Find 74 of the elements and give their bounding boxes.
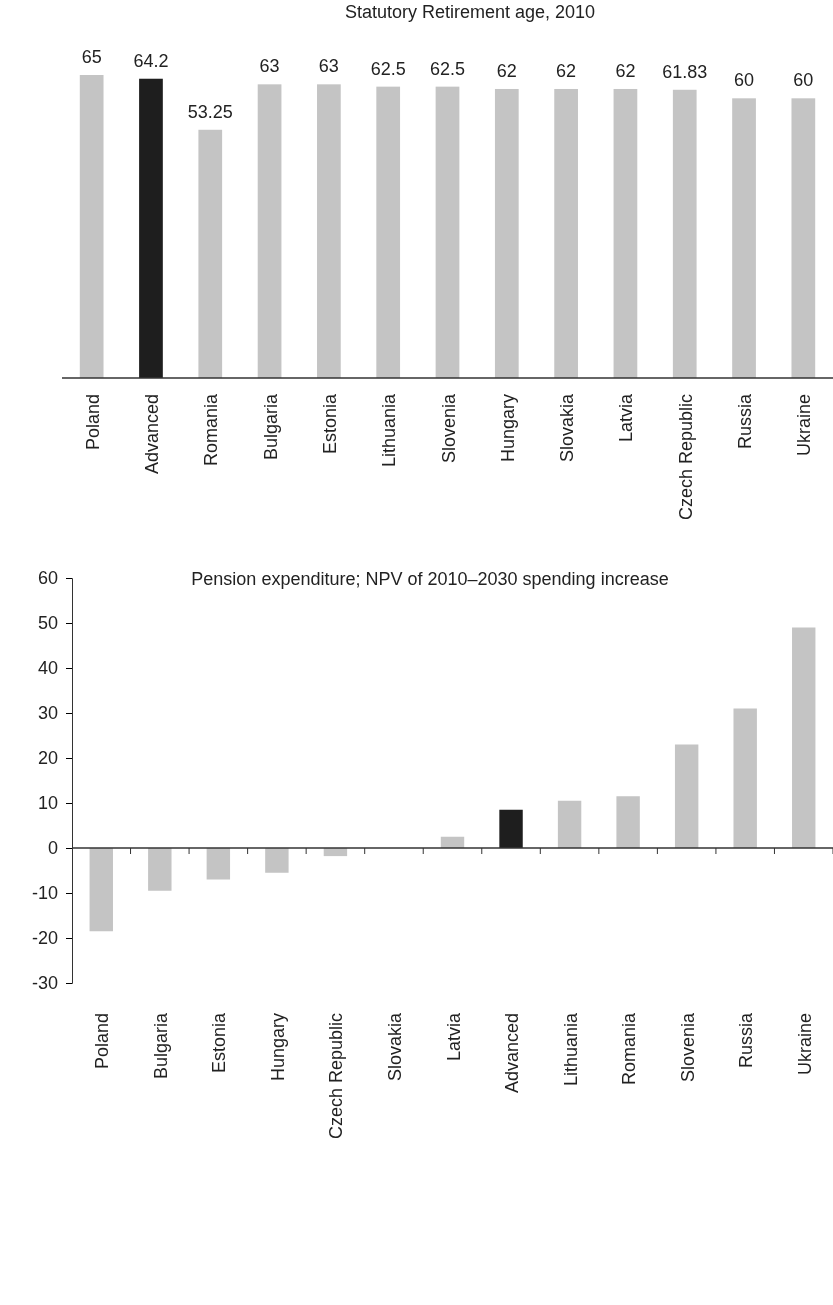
x-tick-label: Advanced xyxy=(502,1013,523,1094)
data-label: 64.2 xyxy=(133,50,169,71)
x-tick-label: Romania xyxy=(201,393,222,467)
data-label: 62.5 xyxy=(370,58,406,79)
bar xyxy=(89,848,113,932)
data-label: 63 xyxy=(318,56,339,77)
chart-title: Statutory Retirement age, 2010 xyxy=(344,2,596,22)
x-tick-label: Lithuania xyxy=(379,393,400,468)
bar xyxy=(139,78,163,378)
y-tick-label: -30 xyxy=(31,973,58,994)
y-tick-label: 10 xyxy=(37,793,58,814)
x-tick-label: Czech Republic xyxy=(326,1013,347,1140)
bar xyxy=(557,800,582,848)
x-tick-label: Russia xyxy=(736,1012,757,1069)
x-tick-label: Hungary xyxy=(497,394,518,463)
bar xyxy=(616,796,640,848)
x-tick-label: Slovakia xyxy=(557,393,578,463)
y-tick-label: 40 xyxy=(37,658,58,679)
data-label: 63 xyxy=(259,56,280,77)
bar xyxy=(206,848,231,880)
bar xyxy=(674,744,699,848)
x-tick-label: Slovakia xyxy=(384,1012,405,1082)
y-tick-label: 50 xyxy=(37,613,58,634)
data-label: 62 xyxy=(496,60,517,81)
bar xyxy=(317,84,341,378)
bar xyxy=(376,86,401,378)
bar xyxy=(257,84,282,378)
bar xyxy=(733,708,757,848)
x-tick-label: Slovenia xyxy=(677,1012,698,1083)
x-tick-label: Czech Republic xyxy=(675,394,696,521)
x-tick-label: Bulgaria xyxy=(150,1012,171,1080)
y-tick-label: 30 xyxy=(37,703,58,724)
data-label: 62.5 xyxy=(429,58,466,79)
x-tick-label: Estonia xyxy=(319,393,340,455)
x-tick-label: Poland xyxy=(92,1013,113,1070)
x-tick-label: Ukraine xyxy=(794,394,815,457)
y-tick-label: 60 xyxy=(37,568,58,589)
data-label: 53.25 xyxy=(187,101,233,122)
y-tick-label: 0 xyxy=(47,838,58,859)
bar xyxy=(494,88,519,378)
x-tick-label: Romania xyxy=(619,1012,640,1086)
data-label: 62 xyxy=(556,60,577,81)
data-label: 61.83 xyxy=(662,61,708,82)
bar xyxy=(791,98,816,378)
x-tick-label: Latvia xyxy=(443,1012,464,1062)
bar xyxy=(499,809,523,848)
x-tick-label: Estonia xyxy=(209,1012,230,1074)
bar xyxy=(79,75,104,378)
data-label: 60 xyxy=(734,70,755,91)
x-tick-label: Hungary xyxy=(267,1013,288,1082)
bar xyxy=(148,848,172,891)
y-tick-label: -10 xyxy=(31,883,58,904)
x-tick-label: Latvia xyxy=(616,393,637,443)
y-tick-label: -20 xyxy=(31,928,58,949)
bar xyxy=(732,98,756,378)
bar xyxy=(613,88,638,378)
bar xyxy=(554,88,578,378)
x-tick-label: Advanced xyxy=(141,394,162,475)
x-tick-label: Russia xyxy=(735,393,756,450)
bar xyxy=(672,89,697,378)
x-tick-label: Slovenia xyxy=(438,393,459,464)
bar xyxy=(435,86,460,378)
data-label: 60 xyxy=(793,70,814,91)
x-tick-label: Bulgaria xyxy=(260,393,281,461)
bar xyxy=(198,129,223,378)
bar xyxy=(792,627,816,848)
x-tick-label: Lithuania xyxy=(560,1012,581,1087)
chart-title: Pension expenditure; NPV of 2010–2030 spending increase xyxy=(191,569,669,589)
x-tick-label: Ukraine xyxy=(794,1013,815,1076)
y-tick-label: 20 xyxy=(37,748,58,769)
data-label: 62 xyxy=(615,60,636,81)
data-label: 65 xyxy=(81,47,102,67)
x-tick-label: Poland xyxy=(82,394,103,451)
bar xyxy=(265,848,289,873)
